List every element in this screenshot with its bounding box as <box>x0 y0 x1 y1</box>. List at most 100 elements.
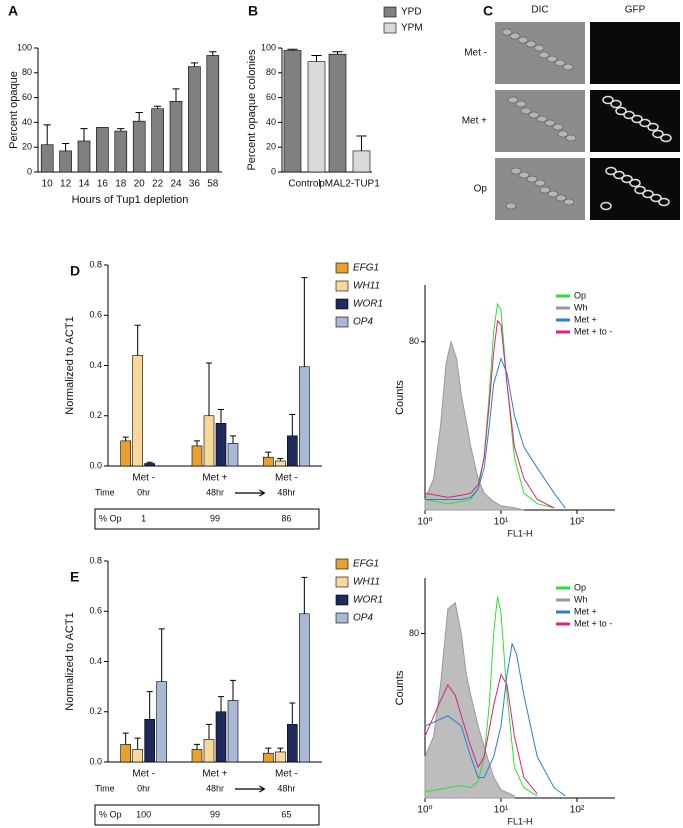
error-bar <box>172 88 180 102</box>
legend-swatch <box>383 6 397 18</box>
bar <box>215 422 227 467</box>
y-tick-label: 0.4 <box>89 360 102 370</box>
legend-swatch <box>383 22 397 34</box>
bar <box>227 700 239 763</box>
error-bar <box>218 696 224 712</box>
y-tick-label: 80 <box>409 336 419 346</box>
error-bar <box>134 737 141 750</box>
y-axis-label: Percent opaque colonies <box>246 49 258 171</box>
x-axis-label: FL1-H <box>507 528 532 538</box>
x-axis-label: FL1-H <box>507 816 532 826</box>
y-tick-label: 0 <box>271 166 276 176</box>
x-axis-label: Hours of Tup1 depletion <box>72 194 189 206</box>
fluorescent-cell <box>660 133 672 143</box>
y-tick-label: 0.2 <box>89 410 102 420</box>
x-tick-label: 12 <box>60 179 72 190</box>
fluorescent-cell <box>658 197 670 207</box>
cell <box>505 202 517 210</box>
cell <box>554 59 566 67</box>
fluorescent-cell <box>650 193 662 203</box>
bar <box>120 744 131 763</box>
histogram-line <box>424 596 538 797</box>
bar <box>96 127 109 173</box>
bar <box>275 751 286 763</box>
bar <box>120 440 131 467</box>
error-bar <box>154 105 162 109</box>
legend-swatch <box>335 262 349 274</box>
bar <box>299 366 310 467</box>
bar <box>203 739 215 763</box>
legend-label: Met + to - <box>574 618 612 628</box>
legend-label: Met + to - <box>574 326 612 336</box>
row-label: Met - <box>464 48 487 59</box>
cell <box>547 190 559 198</box>
error-bar <box>135 111 143 122</box>
error-bar <box>265 747 272 754</box>
x-tick-label: Met - <box>275 473 298 484</box>
y-tick-label: 20 <box>266 142 276 152</box>
legend-swatch <box>335 558 349 570</box>
cell <box>536 115 548 123</box>
bar <box>144 718 155 763</box>
cell <box>528 111 540 119</box>
bar <box>156 681 167 763</box>
row-label: Op <box>474 184 488 195</box>
fluorescent-cell <box>652 129 664 139</box>
bar <box>151 108 164 173</box>
arrow <box>235 489 266 497</box>
fluorescent-cell <box>615 106 627 116</box>
fluorescent-cell <box>623 110 635 120</box>
panel-label: E <box>70 569 79 585</box>
y-tick-label: 0.6 <box>89 310 102 320</box>
error-bar <box>117 128 125 132</box>
fluorescent-cell <box>631 114 643 124</box>
legend-label: Op <box>574 290 586 300</box>
row-label: Time <box>95 783 115 793</box>
bar <box>352 150 371 173</box>
error-bar <box>277 457 284 461</box>
bar <box>203 415 215 467</box>
legend-swatch <box>335 298 349 310</box>
error-bar <box>122 436 129 441</box>
fluorescent-cell <box>642 189 654 199</box>
y-tick-label: 0.0 <box>89 756 102 766</box>
fluorescent-cell <box>605 166 617 176</box>
x-tick-label: Met - <box>132 769 155 780</box>
error-bar <box>194 440 200 446</box>
cell <box>562 63 574 71</box>
percent-opaque-value: 99 <box>210 513 220 523</box>
error-bar <box>146 461 153 464</box>
histogram-line <box>424 319 555 509</box>
legend-label: EFG1 <box>353 559 379 570</box>
row-label: Met + <box>462 116 487 127</box>
legend-label: Op <box>574 582 586 592</box>
x-tick-label: Met - <box>275 769 298 780</box>
y-tick-label: 60 <box>22 92 32 102</box>
cell <box>565 134 577 142</box>
bar <box>40 144 54 173</box>
x-tick-label: 10¹ <box>494 805 509 816</box>
percent-opaque-label: % Op <box>99 513 122 523</box>
bar <box>275 460 286 467</box>
x-tick-label: 10 <box>42 179 54 190</box>
column-header: GFP <box>625 5 646 16</box>
x-tick-label: 20 <box>134 179 146 190</box>
bar <box>132 120 146 173</box>
x-tick-label: 10⁰ <box>417 517 432 528</box>
bar <box>227 443 239 467</box>
x-tick-label: pMAL2-TUP1 <box>319 179 380 190</box>
row-label: Time <box>95 487 115 497</box>
percent-opaque-value: 100 <box>136 809 151 819</box>
error-bar <box>158 628 165 682</box>
bar <box>299 613 310 763</box>
cell <box>509 32 521 40</box>
cell <box>518 171 530 179</box>
error-bar <box>146 691 153 720</box>
legend-swatch <box>335 612 349 624</box>
error-bar <box>206 723 212 740</box>
y-tick-label: 60 <box>266 92 276 102</box>
legend-label: YPM <box>401 23 423 34</box>
legend-label: EFG1 <box>353 263 379 274</box>
panel-label: B <box>248 3 258 19</box>
legend-label: Wh <box>574 302 588 312</box>
